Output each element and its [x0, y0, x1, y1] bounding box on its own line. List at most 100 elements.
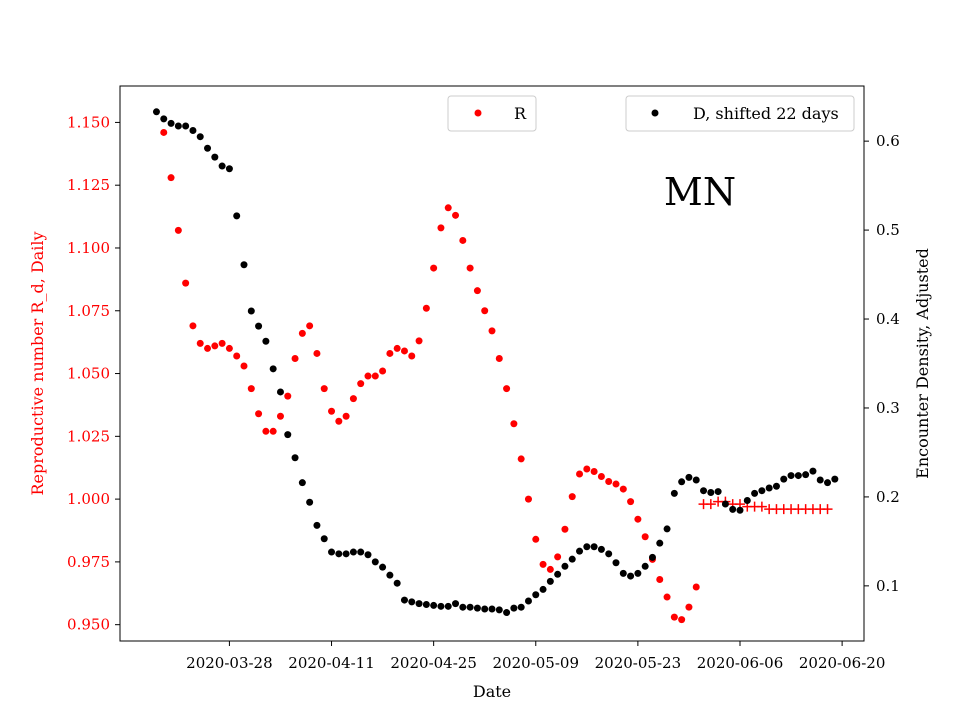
- r-point: [634, 515, 642, 523]
- x-axis: 2020-03-28 2020-04-11 2020-04-25 2020-05-09…: [186, 641, 885, 672]
- r-point: [444, 204, 452, 212]
- d-point: [393, 579, 401, 587]
- y-right-tick-label: 0.3: [876, 399, 900, 417]
- r-point: [225, 344, 233, 352]
- state-annotation: MN: [664, 170, 736, 214]
- legend-d-label: D, shifted 22 days: [693, 104, 839, 123]
- d-point: [685, 473, 693, 481]
- d-point: [408, 598, 416, 606]
- d-point: [634, 569, 642, 577]
- d-point: [247, 307, 255, 315]
- x-axis-label: Date: [473, 682, 511, 701]
- r-point: [503, 385, 511, 393]
- r-point: [539, 560, 547, 568]
- r-point: [554, 553, 562, 561]
- x-tick-label: 2020-06-06: [697, 654, 783, 672]
- d-point: [473, 604, 481, 612]
- d-point: [765, 484, 773, 492]
- y-left-tick-label: 1.075: [67, 302, 110, 320]
- d-point: [510, 604, 518, 612]
- r-point: [670, 613, 678, 621]
- d-point: [605, 550, 613, 558]
- r-point: [386, 349, 394, 357]
- d-point: [824, 479, 832, 487]
- y-left-tick-label: 1.100: [67, 239, 110, 257]
- d-point: [481, 605, 489, 613]
- d-point: [736, 506, 744, 514]
- d-point: [729, 505, 737, 513]
- d-point: [524, 597, 532, 605]
- r-point: [218, 339, 226, 347]
- r-point: [233, 352, 241, 360]
- y-left-tick-label: 1.125: [67, 176, 110, 194]
- d-point: [561, 562, 569, 570]
- r-point: [692, 583, 700, 591]
- r-point: [576, 470, 584, 478]
- r-point: [211, 342, 219, 350]
- r-point: [612, 480, 620, 488]
- x-tick-label: 2020-03-28: [186, 654, 272, 672]
- r-point: [430, 264, 438, 272]
- d-point: [437, 602, 445, 610]
- r-point: [663, 593, 671, 601]
- d-point: [568, 555, 576, 563]
- series-r: [160, 128, 700, 624]
- d-point: [466, 603, 474, 611]
- d-point: [663, 525, 671, 533]
- y-left-tick-label: 1.150: [67, 113, 110, 131]
- y-right-tick-label: 0.1: [876, 577, 900, 595]
- d-point: [707, 488, 715, 496]
- d-point: [284, 431, 292, 439]
- d-point: [262, 337, 270, 345]
- y-right-tick-label: 0.4: [876, 310, 900, 328]
- r-point: [568, 493, 576, 501]
- d-point: [619, 569, 627, 577]
- x-tick-label: 2020-05-09: [493, 654, 579, 672]
- d-point: [444, 602, 452, 610]
- series-r-projection: [698, 496, 833, 515]
- r-point: [452, 211, 460, 219]
- d-point: [269, 365, 277, 373]
- d-point: [400, 596, 408, 604]
- y-right-tick-label: 0.6: [876, 132, 900, 150]
- d-point: [670, 489, 678, 497]
- plot-frame: [119, 85, 865, 642]
- r-point: [422, 304, 430, 312]
- d-point: [787, 472, 795, 480]
- r-point: [400, 347, 408, 355]
- d-point: [255, 322, 263, 330]
- r-point: [393, 344, 401, 352]
- d-point: [160, 115, 168, 123]
- r-point: [240, 362, 248, 370]
- y-right-tick-label: 0.2: [876, 488, 900, 506]
- y-axis-left-label: Reproductive number R_d, Daily: [28, 231, 47, 495]
- r-point: [678, 616, 686, 624]
- d-point: [204, 144, 212, 152]
- r-point: [597, 473, 605, 481]
- x-tick-label: 2020-04-11: [288, 654, 374, 672]
- x-tick-label: 2020-04-25: [390, 654, 476, 672]
- legend-r-marker: [474, 109, 482, 117]
- r-point: [466, 264, 474, 272]
- y-right-tick-label: 0.5: [876, 221, 900, 239]
- d-point: [809, 467, 817, 475]
- d-point: [758, 487, 766, 495]
- r-point: [328, 407, 336, 415]
- r-point: [342, 412, 350, 420]
- r-projection-point: [756, 501, 767, 512]
- d-point: [576, 547, 584, 555]
- d-point: [743, 496, 751, 504]
- r-point: [174, 226, 182, 234]
- r-point: [349, 395, 357, 403]
- r-point: [590, 467, 598, 475]
- d-point: [342, 550, 350, 558]
- d-point: [174, 122, 182, 130]
- r-point: [379, 367, 387, 375]
- d-point: [503, 609, 511, 617]
- d-point: [313, 521, 321, 529]
- r-point: [488, 327, 496, 335]
- r-point: [291, 354, 299, 362]
- r-point: [627, 498, 635, 506]
- d-point: [488, 605, 496, 613]
- r-point: [415, 337, 423, 345]
